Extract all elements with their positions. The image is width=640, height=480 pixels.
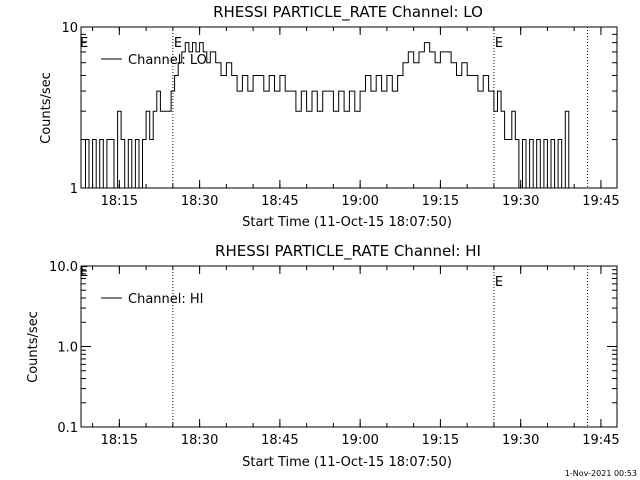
x-tick-label: 18:15 [101, 433, 138, 448]
y-tick-label: 0.1 [57, 421, 78, 436]
event-marker-label: E [495, 275, 503, 290]
x-tick-label: 19:15 [422, 433, 459, 448]
legend: Channel: LO [101, 53, 207, 68]
plot-frame [80, 265, 618, 428]
legend-entry: Channel: LO [128, 53, 207, 68]
chart-marks: 18:15 18:30 18:45 19:00 19:15 19:30 19:45 0.1 1.… [49, 260, 620, 448]
series-line [81, 42, 573, 189]
y-axis-label: Counts/sec [26, 311, 41, 383]
chart-title: RHESSI PARTICLE_RATE Channel: HI [215, 242, 481, 261]
x-tick-label: 18:30 [181, 433, 218, 448]
x-axis-label: Start Time (11-Oct-15 18:07:50) [242, 215, 452, 230]
hi-channel-panel: RHESSI PARTICLE_RATE Channel: HI Counts/… [26, 242, 620, 470]
x-axis-label: Start Time (11-Oct-15 18:07:50) [242, 455, 452, 470]
x-tick-label: 18:45 [261, 433, 298, 448]
plot-frame [80, 26, 618, 189]
y-tick-label: 10.0 [49, 260, 78, 275]
y-tick-label: 1 [70, 182, 78, 197]
x-tick-label: 19:45 [582, 433, 619, 448]
legend: Channel: HI [101, 292, 204, 307]
event-marker-label: E [495, 36, 503, 51]
x-tick-label: 19:30 [502, 194, 539, 209]
lo-channel-panel: RHESSI PARTICLE_RATE Channel: LO Counts/… [39, 3, 620, 230]
generation-timestamp: 1-Nov-2021 00:53 [565, 469, 637, 478]
x-tick-label: 19:00 [341, 433, 378, 448]
edge-marker-label: E [80, 36, 88, 51]
legend-entry: Channel: HI [128, 292, 204, 307]
edge-marker-label: E [80, 265, 88, 280]
x-tick-label: 19:30 [502, 433, 539, 448]
x-tick-label: 18:45 [261, 194, 298, 209]
x-tick-label: 19:45 [582, 194, 619, 209]
chart-title: RHESSI PARTICLE_RATE Channel: LO [213, 3, 483, 22]
y-tick-label: 10 [61, 21, 78, 36]
x-tick-label: 19:15 [422, 194, 459, 209]
y-tick-label: 1.0 [57, 341, 78, 356]
x-tick-label: 18:15 [101, 194, 138, 209]
y-axis-label: Counts/sec [39, 72, 54, 144]
x-tick-label: 18:30 [181, 194, 218, 209]
event-marker-label: E [174, 36, 182, 51]
x-tick-label: 19:00 [341, 194, 378, 209]
